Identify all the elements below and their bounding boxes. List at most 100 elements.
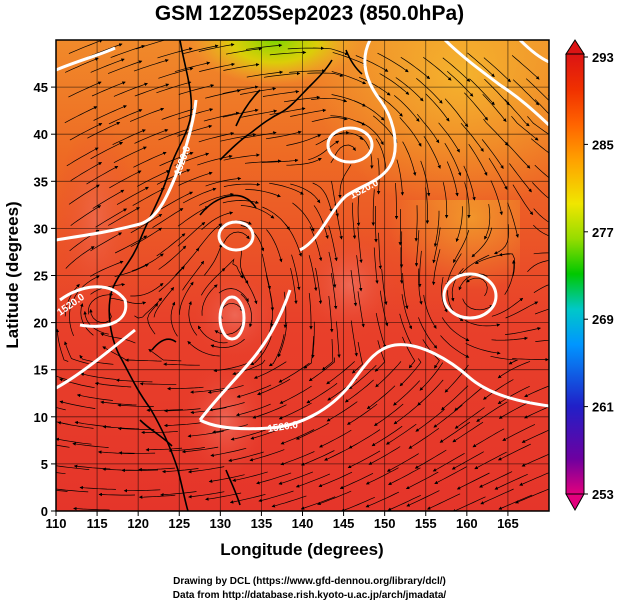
- streamline: [504, 99, 530, 127]
- streamline: [56, 444, 70, 448]
- streamline: [197, 154, 233, 166]
- streamline: [464, 319, 501, 327]
- streamline: [210, 338, 245, 348]
- streamline: [512, 357, 549, 362]
- streamline: [402, 336, 416, 369]
- streamline: [203, 111, 240, 122]
- streamline: [134, 129, 169, 144]
- streamline: [527, 116, 549, 135]
- streamline: [235, 403, 271, 417]
- streamline: [309, 226, 323, 262]
- streamline: [399, 117, 422, 147]
- streamline: [338, 164, 352, 199]
- streamline: [479, 471, 513, 488]
- streamline: [431, 249, 441, 286]
- streamline: [442, 57, 471, 82]
- streamline: [136, 40, 172, 50]
- streamline: [90, 141, 124, 160]
- streamline: [182, 187, 217, 204]
- streamline: [229, 493, 266, 504]
- streamline: [249, 449, 285, 462]
- streamline: [366, 385, 396, 410]
- streamline: [423, 136, 441, 169]
- streamline: [98, 492, 136, 497]
- streamline: [253, 361, 287, 379]
- streamline: [196, 223, 223, 251]
- streamline: [68, 81, 102, 98]
- streamline: [303, 336, 314, 369]
- streamline: [356, 255, 363, 292]
- streamline: [269, 290, 274, 328]
- streamline: [250, 426, 286, 440]
- streamline: [213, 362, 250, 373]
- streamline: [512, 79, 540, 106]
- streamline: [56, 489, 68, 492]
- streamline: [100, 332, 136, 344]
- x-tick-label: 130: [209, 516, 231, 531]
- streamline: [158, 67, 194, 79]
- streamline: [68, 40, 103, 54]
- streamline: [476, 401, 508, 422]
- streamline: [125, 358, 162, 362]
- streamline: [511, 55, 540, 80]
- streamline: [170, 301, 178, 337]
- streamline: [79, 303, 94, 336]
- streamline: [65, 57, 99, 73]
- streamline: [348, 429, 381, 449]
- streamline: [167, 386, 204, 391]
- streamline: [379, 290, 389, 327]
- streamline: [505, 326, 541, 335]
- streamline: [402, 273, 409, 310]
- streamline: [222, 231, 250, 247]
- streamline: [69, 123, 103, 141]
- streamline: [261, 158, 299, 163]
- streamline: [65, 246, 95, 269]
- streamline: [393, 380, 420, 406]
- streamline: [115, 378, 153, 383]
- streamline: [357, 291, 365, 328]
- streamline: [358, 76, 391, 96]
- streamlines: [56, 40, 549, 511]
- streamline: [113, 146, 147, 164]
- streamline: [399, 247, 404, 284]
- streamline: [379, 73, 410, 95]
- colorbar-label: 285: [592, 137, 614, 152]
- streamline: [483, 118, 509, 146]
- streamline: [375, 313, 387, 349]
- streamline: [132, 187, 165, 206]
- streamline: [462, 298, 494, 311]
- streamline: [308, 140, 340, 161]
- streamline: [152, 208, 184, 228]
- streamline: [90, 232, 123, 252]
- streamline: [357, 120, 384, 146]
- streamline: [408, 428, 440, 449]
- streamline: [418, 317, 438, 349]
- streamline: [112, 129, 146, 146]
- streamline: [465, 343, 501, 355]
- streamline: [483, 379, 514, 400]
- streamline: [130, 213, 163, 234]
- streamline: [269, 107, 306, 116]
- colorbar-label: 293: [592, 50, 614, 65]
- streamline: [93, 105, 127, 121]
- streamline: [456, 472, 490, 490]
- streamline: [371, 189, 375, 226]
- streamline: [418, 250, 422, 288]
- streamline: [240, 131, 277, 139]
- streamline: [271, 495, 307, 508]
- streamline: [198, 43, 235, 52]
- streamline: [175, 247, 200, 276]
- streamline: [521, 429, 549, 443]
- streamline: [261, 253, 271, 290]
- streamline: [258, 490, 294, 503]
- streamline: [69, 300, 74, 337]
- streamline: [130, 227, 163, 248]
- streamline: [344, 379, 374, 403]
- streamline: [290, 268, 298, 305]
- streamline: [285, 223, 302, 257]
- streamline: [73, 275, 100, 300]
- streamline: [232, 471, 268, 482]
- streamline: [200, 267, 226, 296]
- streamline: [188, 301, 198, 336]
